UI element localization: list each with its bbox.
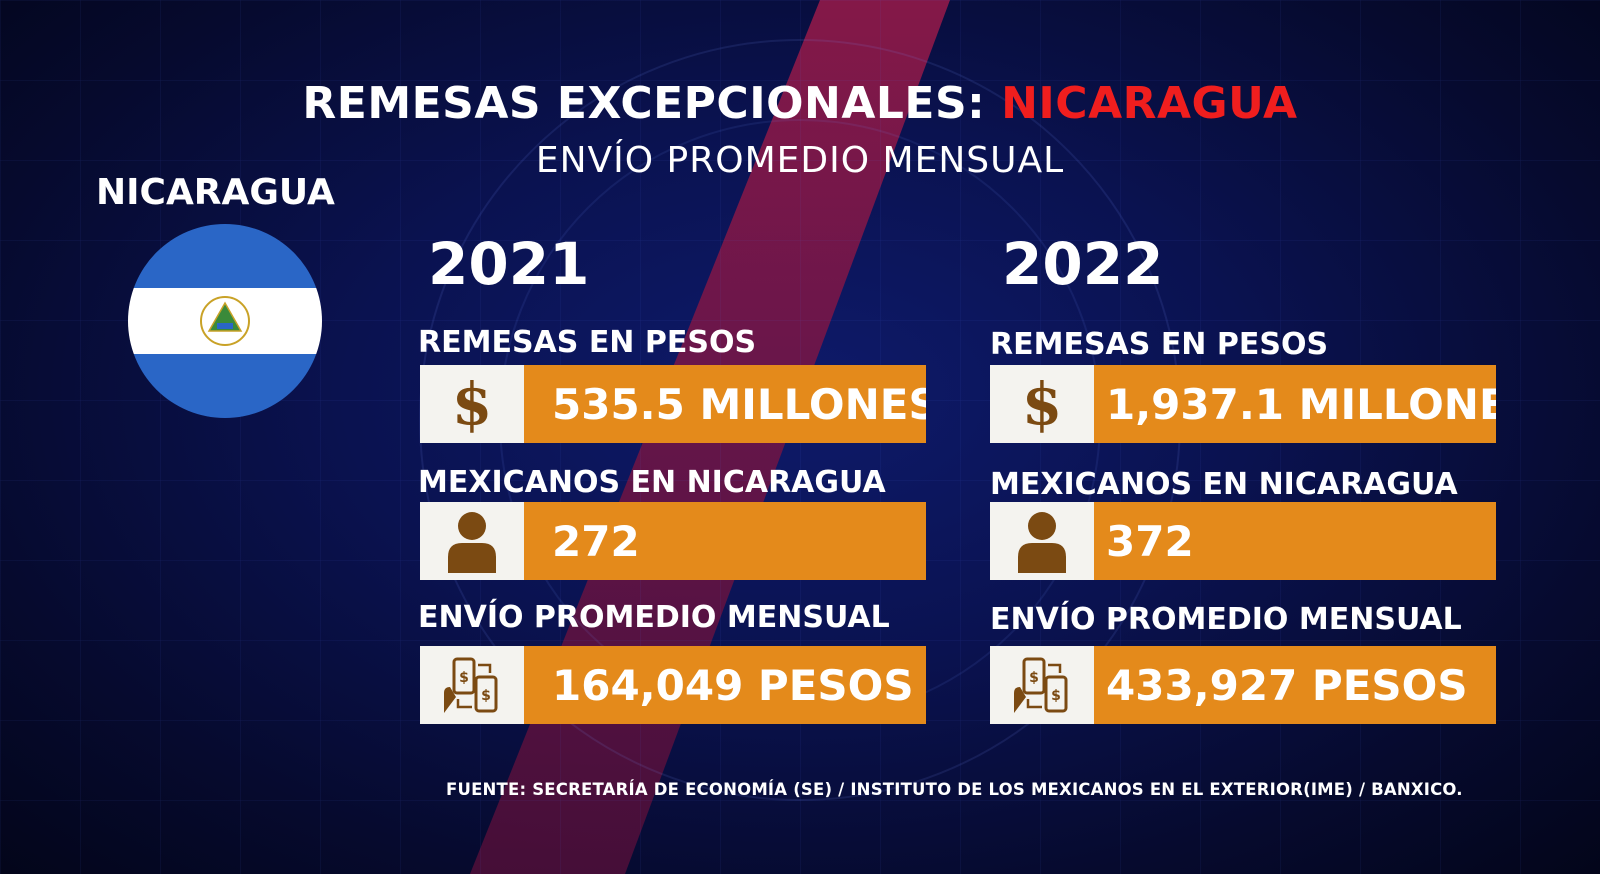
dollar-sign-icon: $ xyxy=(451,370,493,438)
remesas-value-2021: 535.5 MILLONES xyxy=(524,365,926,443)
mexicanos-label-2022: MEXICANOS EN NICARAGUA xyxy=(990,467,1458,502)
envio-bar-2021: $ $ 164,049 PESOS xyxy=(420,646,926,724)
year-2022: 2022 xyxy=(1002,230,1164,298)
svg-text:$: $ xyxy=(459,670,469,686)
remesas-value-2022: 1,937.1 MILLONES xyxy=(1094,365,1496,443)
person-icon xyxy=(448,512,496,573)
mexicanos-bar-2021: 272 xyxy=(420,502,926,580)
envio-value-2022: 433,927 PESOS xyxy=(1094,646,1496,724)
year-2021: 2021 xyxy=(428,230,590,298)
remesas-bar-2021: $ 535.5 MILLONES xyxy=(420,365,926,443)
envio-label-2022: ENVÍO PROMEDIO MENSUAL xyxy=(990,602,1462,637)
envio-bar-2022: $ $ 433,927 PESOS xyxy=(990,646,1496,724)
envio-label-2021: ENVÍO PROMEDIO MENSUAL xyxy=(418,600,890,635)
mexicanos-value-2022: 372 xyxy=(1094,502,1496,580)
country-name: NICARAGUA xyxy=(96,172,335,213)
person-icon xyxy=(1018,512,1066,573)
source-note: FUENTE: SECRETARÍA DE ECONOMÍA (SE) / IN… xyxy=(446,780,1463,799)
page-title: REMESAS EXCEPCIONALES: NICARAGUA xyxy=(0,78,1600,129)
page-subtitle: ENVÍO PROMEDIO MENSUAL xyxy=(535,140,1065,181)
phone-transfer-icon: $ $ xyxy=(1014,657,1068,713)
svg-text:$: $ xyxy=(1051,688,1061,704)
remesas-label-2022: REMESAS EN PESOS xyxy=(990,327,1329,362)
envio-value-2021: 164,049 PESOS xyxy=(524,646,926,724)
mexicanos-bar-2022: 372 xyxy=(990,502,1496,580)
nicaragua-flag-icon xyxy=(128,224,322,418)
title-main: REMESAS EXCEPCIONALES: xyxy=(302,78,986,129)
dollar-sign-icon: $ xyxy=(1021,370,1063,438)
mexicanos-value-2021: 272 xyxy=(524,502,926,580)
svg-text:$: $ xyxy=(481,688,491,704)
remesas-label-2021: REMESAS EN PESOS xyxy=(418,325,757,360)
phone-transfer-icon: $ $ xyxy=(444,657,498,713)
mexicanos-label-2021: MEXICANOS EN NICARAGUA xyxy=(418,465,886,500)
svg-text:$: $ xyxy=(1029,670,1039,686)
remesas-bar-2022: $ 1,937.1 MILLONES xyxy=(990,365,1496,443)
title-highlight: NICARAGUA xyxy=(1001,78,1298,129)
